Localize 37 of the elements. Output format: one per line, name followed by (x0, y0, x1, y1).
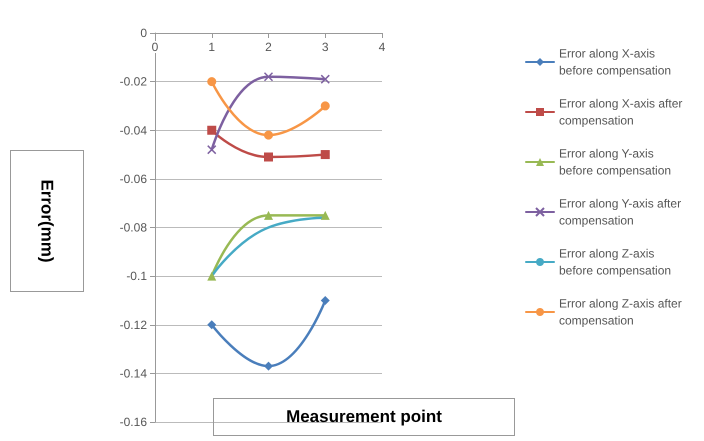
point (264, 72, 274, 82)
x-tick-label: 0 (152, 40, 159, 54)
x-tick-label: 3 (322, 40, 329, 54)
point (264, 362, 273, 371)
y-tick-label: -0.08 (120, 220, 148, 234)
y-tick-label: -0.02 (120, 74, 148, 89)
legend-label: Error along X-axis before compensation (559, 46, 672, 78)
point (207, 272, 216, 281)
y-tick-label: -0.06 (120, 172, 148, 186)
y-tick-label: -0.1 (126, 269, 148, 284)
x-tick-label: 2 (265, 40, 272, 54)
x-axis-title: Measurement point (213, 398, 515, 436)
y-tick-label: 0 (140, 26, 148, 40)
y-axis-title: Error(mm) (37, 179, 57, 263)
point (320, 296, 330, 305)
legend-label: Error along Y-axis after compensation (559, 196, 684, 228)
point (264, 210, 273, 220)
point (264, 130, 273, 140)
y-tick-label: -0.16 (120, 415, 148, 429)
point (264, 152, 273, 162)
point (207, 126, 216, 135)
x-tick-label: 1 (208, 40, 216, 54)
point (320, 74, 330, 84)
point (207, 77, 216, 86)
x-tick-label: 4 (378, 40, 386, 54)
point (207, 320, 216, 330)
y-tick-label: -0.12 (120, 318, 148, 332)
y-tick-label: -0.14 (120, 366, 148, 380)
legend-label: Error along X-axis after compensation (559, 96, 686, 128)
y-tick-label: -0.04 (120, 123, 148, 138)
point (320, 210, 330, 220)
legend-label: Error along Y-axis before compensation (559, 146, 672, 178)
point (320, 101, 330, 110)
point (207, 144, 216, 154)
legend-label: Error along Z-axis after compensation (559, 296, 686, 328)
point (320, 150, 330, 160)
legend-label: Error along Z-axis before compensation (559, 246, 672, 278)
